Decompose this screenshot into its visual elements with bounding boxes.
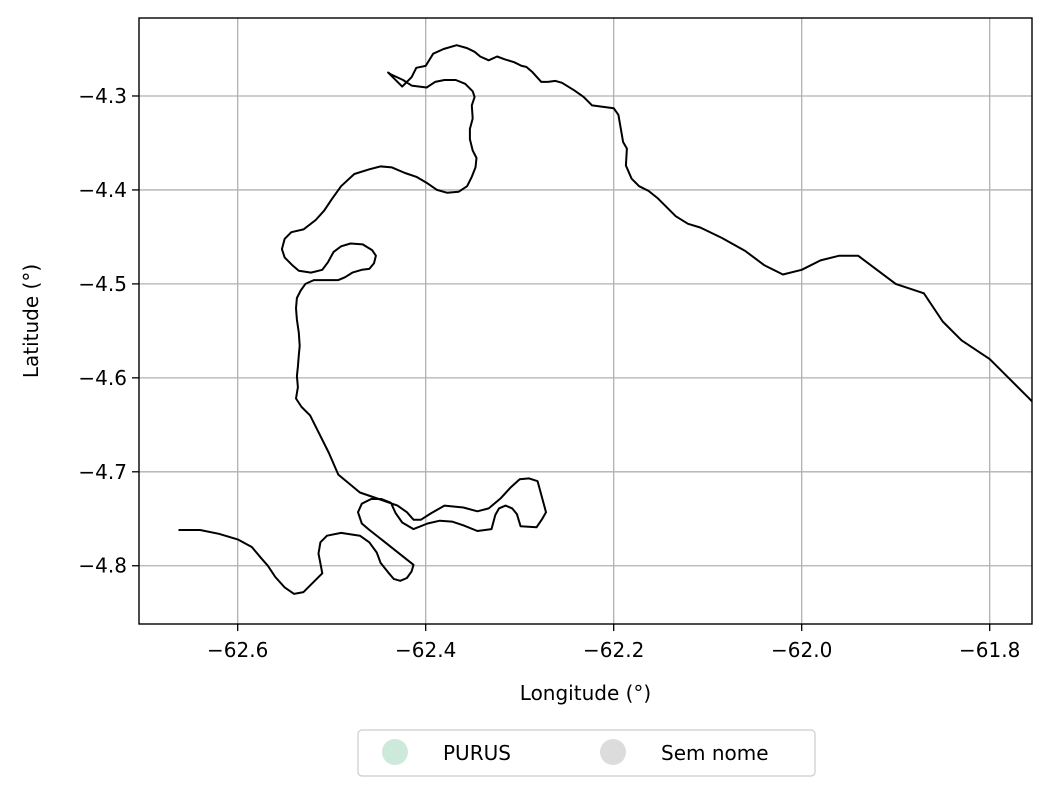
y-tick-label: −4.8: [78, 554, 127, 578]
legend: PURUS Sem nome: [357, 729, 816, 777]
x-tick-label: −62.6: [207, 638, 268, 662]
x-tick-label: −62.0: [771, 638, 832, 662]
grid-lines: [139, 18, 1032, 624]
region-boundary: [178, 44, 1032, 595]
boundary-layer: [178, 44, 1032, 595]
legend-marker-sem-nome: [600, 739, 626, 765]
y-tick-label: −4.6: [78, 366, 127, 390]
y-tick-label: −4.7: [78, 460, 127, 484]
legend-marker-purus: [382, 739, 408, 765]
x-tick-label: −62.4: [395, 638, 456, 662]
x-tick-label: −62.2: [583, 638, 644, 662]
legend-frame: [357, 729, 816, 777]
x-axis-label: Longitude (°): [520, 681, 651, 705]
y-tick-label: −4.4: [78, 178, 127, 202]
axis-ticks: −62.6 −62.4 −62.2 −62.0 −61.8 −4.3 −4.4 −4.5 −4.…: [78, 84, 1020, 662]
y-tick-label: −4.5: [78, 272, 127, 296]
legend-label-sem-nome: Sem nome: [661, 741, 769, 765]
legend-label-purus: PURUS: [443, 741, 511, 765]
y-axis-label: Latitude (°): [19, 264, 43, 378]
axes-frame: [138, 17, 1033, 625]
x-tick-label: −61.8: [959, 638, 1020, 662]
y-tick-label: −4.3: [78, 84, 127, 108]
